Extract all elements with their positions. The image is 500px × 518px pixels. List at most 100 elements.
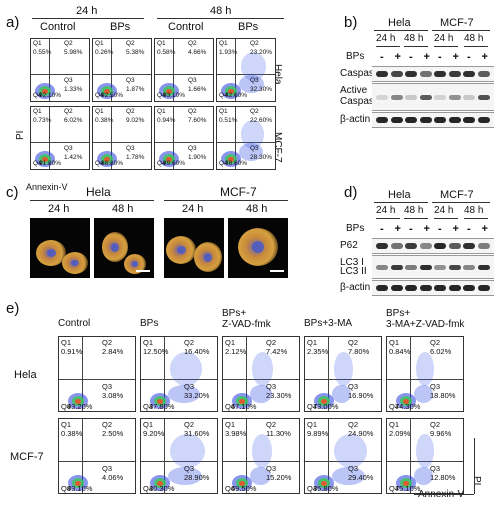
- blot-band: [376, 117, 388, 123]
- nucleus: [203, 252, 213, 262]
- quadrant-name-q3: Q3: [126, 77, 135, 84]
- quadrant-gate-v: [410, 337, 411, 411]
- quadrant-name-q4: Q4: [143, 484, 154, 493]
- quadrant-gate-h: [155, 74, 213, 75]
- quadrant-value-q4: 92.10%: [39, 92, 62, 99]
- quadrant-gate-v: [173, 39, 174, 101]
- quadrant-value-q2: 22.60%: [250, 117, 273, 124]
- blot-band: [463, 117, 475, 123]
- panel-e-row-mcf7: MCF-7: [10, 451, 44, 463]
- panel-a-plot: Q1 Q2 Q3 Q4 0.55% 5.98% 1.33% 92.10%: [30, 38, 90, 102]
- scatter-population: [239, 143, 263, 161]
- scatter-population: [239, 481, 245, 486]
- quadrant-value-q4: 92.50%: [101, 92, 124, 99]
- blot-band: [419, 117, 432, 123]
- scatter-population: [75, 399, 81, 404]
- quadrant-name-q1: Q1: [307, 338, 318, 347]
- quadrant-gate-v: [246, 419, 247, 493]
- blot-row-label: LC3 I: [340, 257, 364, 268]
- quadrant-value-q3: 28.30%: [250, 154, 273, 161]
- quadrant-name-q3: Q3: [64, 77, 73, 84]
- blot-row-label: β-actin: [340, 114, 371, 125]
- quadrant-value-q1: 0.55%: [33, 49, 52, 56]
- quadrant-name-q3: Q3: [126, 145, 135, 152]
- quadrant-value-q4: 89.60%: [163, 160, 186, 167]
- quadrant-name-q3: Q3: [102, 464, 113, 473]
- nucleus: [176, 245, 186, 255]
- quadrant-name-q3: Q3: [266, 382, 277, 391]
- quadrant-name-q3: Q3: [188, 145, 197, 152]
- quadrant-gate-v: [173, 107, 174, 169]
- blot-band: [477, 285, 490, 291]
- micro-time: 48 h: [112, 203, 134, 215]
- blot-time-line: [434, 218, 458, 219]
- micro-time: 24 h: [182, 203, 204, 215]
- blot-band: [463, 285, 475, 291]
- quadrant-name-q3: Q3: [64, 145, 73, 152]
- blot-band: [419, 264, 432, 270]
- blot-band: [434, 94, 446, 100]
- quadrant-gate-v: [49, 107, 50, 169]
- quadrant-value-q3: 29.40%: [348, 473, 374, 482]
- quadrant-name-q1: Q1: [219, 40, 228, 47]
- blot-sign: +: [394, 51, 401, 63]
- scatter-population: [403, 399, 409, 404]
- blot-line-hela: [374, 30, 428, 31]
- quadrant-value-q1: 0.73%: [33, 117, 52, 124]
- scatter-population: [42, 89, 48, 94]
- micro-time: 24 h: [48, 203, 70, 215]
- micro-image: [228, 218, 288, 278]
- quadrant-value-q3: 4.06%: [102, 473, 124, 482]
- blot-sign: -: [380, 223, 384, 235]
- panel-a-plot: Q1 Q2 Q3 Q4 0.51% 22.60% 28.30% 48.60%: [216, 106, 276, 170]
- panel-e-row-hela: Hela: [14, 369, 37, 381]
- blot-cell-mcf7: MCF-7: [440, 17, 474, 29]
- scatter-population: [166, 157, 172, 162]
- blot-band: [434, 117, 446, 123]
- nucleus: [71, 259, 79, 267]
- quadrant-name-q3: Q3: [430, 382, 441, 391]
- quadrant-name-q2: Q2: [102, 338, 113, 347]
- scatter-population: [166, 89, 172, 94]
- quadrant-name-q2: Q2: [102, 420, 113, 429]
- quadrant-name-q3: Q3: [348, 382, 359, 391]
- quadrant-value-q1: 2.09%: [389, 429, 411, 438]
- quadrant-name-q2: Q2: [64, 40, 73, 47]
- scatter-population: [321, 481, 327, 486]
- blot-band: [448, 285, 461, 291]
- quadrant-gate-h: [31, 142, 89, 143]
- quadrant-name-q4: Q4: [225, 402, 236, 411]
- quadrant-value-q4: 35.80%: [313, 484, 339, 493]
- blot-sign: +: [481, 51, 488, 63]
- quadrant-name-q4: Q4: [157, 160, 166, 167]
- scatter-population: [416, 434, 434, 468]
- blot-time-line: [464, 46, 488, 47]
- scatter-population: [42, 157, 48, 162]
- quadrant-value-q2: 9.02%: [126, 117, 145, 124]
- quadrant-gate-v: [111, 39, 112, 101]
- quadrant-name-q1: Q1: [307, 420, 318, 429]
- quadrant-name-q3: Q3: [188, 77, 197, 84]
- quadrant-name-q1: Q1: [95, 108, 104, 115]
- scatter-population: [250, 385, 272, 403]
- blot-band: [434, 285, 446, 291]
- quadrant-name-q4: Q4: [95, 160, 104, 167]
- quadrant-value-q3: 28.90%: [184, 473, 210, 482]
- quadrant-value-q4: 37.80%: [149, 402, 175, 411]
- panel-a-label: a): [6, 14, 20, 31]
- panel-e-x-axis: Annexin-V: [418, 489, 465, 500]
- blot-band: [463, 243, 475, 249]
- scatter-population: [241, 120, 265, 149]
- panel-c-label: c): [6, 184, 19, 201]
- scatter-population: [157, 481, 163, 486]
- micro-time: 48 h: [246, 203, 268, 215]
- panel-a-plot: Q1 Q2 Q3 Q4 0.58% 4.66% 1.66% 93.10%: [154, 38, 214, 102]
- blot-band: [376, 94, 388, 100]
- quadrant-name-q2: Q2: [430, 420, 441, 429]
- quadrant-value-q2: 11.30%: [266, 429, 291, 438]
- quadrant-value-q2: 6.02%: [64, 117, 83, 124]
- quadrant-gate-v: [410, 419, 411, 493]
- scale-bar: [136, 270, 150, 272]
- quadrant-gate-h: [305, 379, 381, 380]
- panel-e-y-axis-line: [474, 438, 475, 494]
